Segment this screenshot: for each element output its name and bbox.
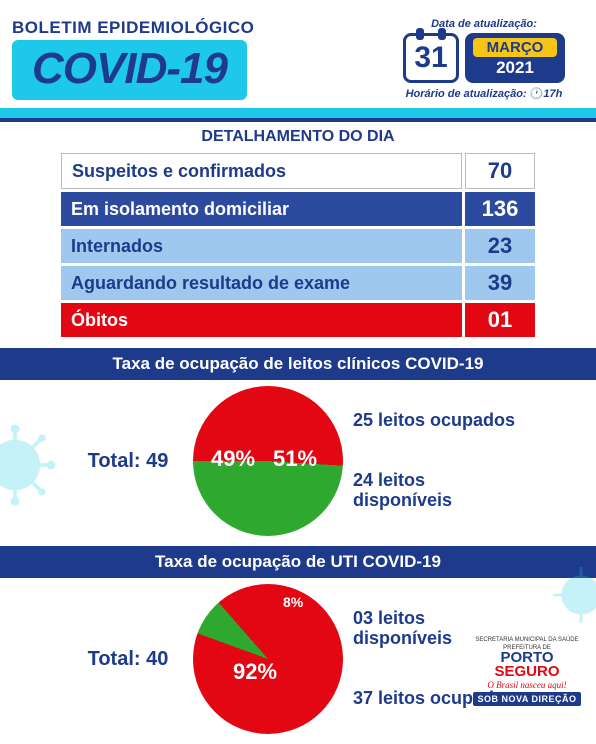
- table-row: Suspeitos e confirmados70: [61, 153, 535, 189]
- detail-label: Aguardando resultado de exame: [61, 266, 462, 300]
- chart1-total: Total: 49: [73, 450, 183, 473]
- footer-logo: SECRETARIA MUNICIPAL DA SAÚDE PREFEITURA…: [472, 637, 582, 706]
- detail-value: 136: [465, 192, 535, 226]
- header: BOLETIM EPIDEMIOLÓGICO COVID-19 Data de …: [0, 0, 596, 108]
- bulletin-title: BOLETIM EPIDEMIOLÓGICO: [12, 18, 374, 38]
- chart1-callout-0: 25 leitos ocupados: [353, 411, 523, 431]
- detail-label: Internados: [61, 229, 462, 263]
- details-table: Suspeitos e confirmados70Em isolamento d…: [58, 150, 538, 340]
- chart1-title: Taxa de ocupação de leitos clínicos COVI…: [0, 348, 596, 380]
- chart1-slice1-pct: 51%: [273, 446, 317, 472]
- year: 2021: [496, 58, 534, 78]
- tagline: O Brasil nasceu aqui!: [472, 680, 582, 690]
- chart1-slice0-pct: 49%: [211, 446, 255, 472]
- update-date-label: Data de atualização:: [384, 18, 584, 30]
- table-row: Óbitos01: [61, 303, 535, 337]
- detail-value: 39: [465, 266, 535, 300]
- details-header: DETALHAMENTO DO DIA: [0, 122, 596, 150]
- chart2-slice1-pct: 92%: [233, 659, 277, 685]
- chart1-callouts: 25 leitos ocupados 24 leitos disponíveis: [353, 411, 523, 510]
- detail-value: 01: [465, 303, 535, 337]
- porto-seguro-logo: PORTO SEGURO: [472, 651, 582, 678]
- month-name: MARÇO: [473, 38, 557, 57]
- clock-icon: 🕐: [530, 88, 544, 100]
- detail-value: 70: [465, 153, 535, 189]
- day-number: 31: [414, 41, 447, 75]
- detail-label: Óbitos: [61, 303, 462, 337]
- time-value: 17h: [543, 88, 562, 100]
- update-time-label: Horário de atualização: 🕐17h: [384, 87, 584, 100]
- chart2-title: Taxa de ocupação de UTI COVID-19: [0, 546, 596, 578]
- calendar-icon: 31: [403, 33, 459, 83]
- sob-nova-badge: SOB NOVA DIREÇÃO: [473, 692, 580, 706]
- detail-label: Em isolamento domiciliar: [61, 192, 462, 226]
- chart2-total: Total: 40: [73, 648, 183, 671]
- detail-label: Suspeitos e confirmados: [61, 153, 462, 189]
- month-badge: MARÇO 2021: [465, 33, 565, 83]
- detail-value: 23: [465, 229, 535, 263]
- table-row: Aguardando resultado de exame39: [61, 266, 535, 300]
- chart1-pie: 49% 51%: [193, 386, 343, 536]
- chart2-pie: 8% 92%: [193, 584, 343, 734]
- cyan-stripe: [0, 108, 596, 118]
- table-row: Em isolamento domiciliar136: [61, 192, 535, 226]
- table-row: Internados23: [61, 229, 535, 263]
- date-block: Data de atualização: 31 MARÇO 2021 Horár…: [384, 18, 584, 100]
- title-block: BOLETIM EPIDEMIOLÓGICO COVID-19: [12, 18, 374, 100]
- chart2-slice0-pct: 8%: [283, 594, 303, 610]
- chart1-section: Total: 49 49% 51% 25 leitos ocupados 24 …: [0, 380, 596, 546]
- secretaria-label: SECRETARIA MUNICIPAL DA SAÚDE: [472, 637, 582, 643]
- covid-title: COVID-19: [12, 40, 247, 100]
- chart1-callout-1: 24 leitos disponíveis: [353, 471, 523, 511]
